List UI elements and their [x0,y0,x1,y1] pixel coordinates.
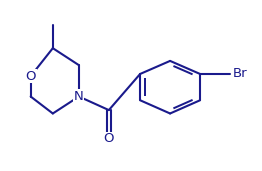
Text: O: O [103,132,114,145]
Text: N: N [74,90,84,103]
Text: Br: Br [233,68,248,81]
Text: O: O [25,70,36,83]
